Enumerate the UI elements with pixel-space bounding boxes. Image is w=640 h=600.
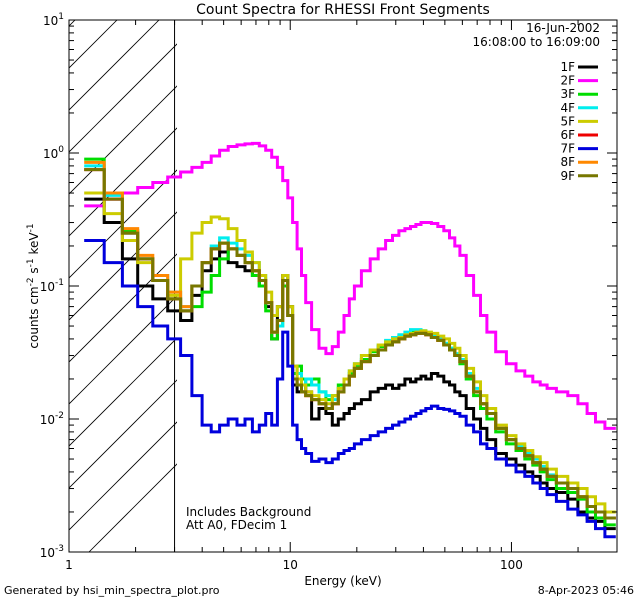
hatch-line (69, 20, 160, 111)
legend-label: 3F (560, 87, 575, 101)
hatch-line (69, 127, 177, 237)
chart-title: Count Spectra for RHESSI Front Segments (196, 2, 490, 18)
hatch-line (69, 85, 177, 195)
hatch-line (69, 421, 177, 531)
x-tick-labels: 1 10 100 (65, 558, 523, 572)
footer-timestamp: 8-Apr-2023 05:46 (537, 584, 634, 597)
y-tick-label: 101 (43, 12, 64, 28)
hatch-line (69, 20, 76, 27)
hatch-line (69, 379, 177, 489)
x-tick-label: 100 (500, 558, 523, 572)
hatch-line (69, 20, 118, 69)
legend-label: 9F (560, 169, 575, 183)
legend-label: 7F (560, 142, 575, 156)
series-line-7F (84, 239, 616, 539)
series-line-3F (84, 157, 616, 527)
legend-label: 8F (560, 155, 575, 169)
hatch-line (69, 337, 177, 447)
series-line-9F (84, 168, 616, 520)
series-line-5F (84, 191, 616, 514)
x-tick-label: 1 (65, 558, 73, 572)
legend-label: 5F (560, 114, 575, 128)
y-tick-label: 100 (43, 145, 64, 161)
annotation-attenuator: Att A0, FDecim 1 (186, 518, 287, 532)
footer-generated-by: Generated by hsi_min_spectra_plot.pro (4, 584, 220, 597)
hatch-line (69, 253, 177, 363)
time-range-label: 16:08:00 to 16:09:00 (473, 35, 600, 49)
hatch-line (69, 295, 177, 405)
hatched-region (69, 20, 177, 552)
hatch-line (69, 211, 177, 321)
legend-label: 2F (560, 74, 575, 88)
legend-label: 6F (560, 128, 575, 142)
series-layer (84, 141, 616, 539)
hatch-line (88, 463, 177, 552)
annotation-background: Includes Background (186, 505, 311, 519)
y-axis-label: counts cm-2 s-1 keV-1 (26, 223, 41, 348)
axis-ticks (68, 19, 618, 553)
hatch-line (69, 169, 177, 279)
date-label: 16-Jun-2002 (526, 21, 600, 35)
y-tick-labels: 10-3 10-2 10-1 100 101 (40, 12, 65, 560)
legend-label: 1F (560, 60, 575, 74)
y-tick-label: 10-2 (40, 411, 64, 427)
series-line-1F (84, 197, 616, 531)
legend-label: 4F (560, 101, 575, 115)
x-axis-label: Energy (keV) (304, 574, 381, 588)
series-line-2F (84, 141, 616, 430)
y-tick-label: 10-3 (40, 544, 64, 560)
hatch-line (69, 43, 177, 153)
y-tick-label: 10-1 (40, 278, 64, 294)
x-tick-label: 10 (283, 558, 298, 572)
